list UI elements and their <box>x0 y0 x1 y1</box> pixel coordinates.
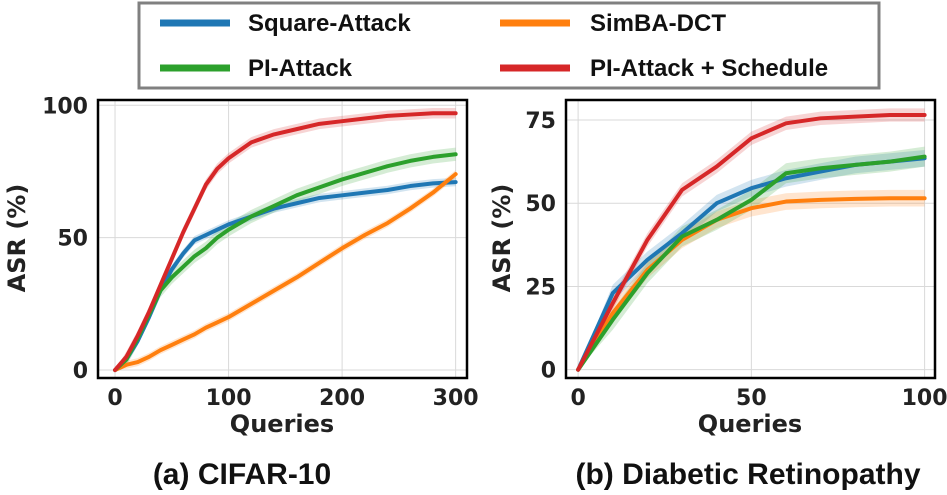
xlabel-a: Queries <box>230 410 334 438</box>
legend: Square-Attack SimBA-DCT PI-Attack PI-Att… <box>137 1 881 90</box>
xtick-label-b-0: 0 <box>570 386 585 411</box>
panel-diabetic-retinopathy: ASR (%) Queries (b) Diabetic Retinopathy… <box>488 98 947 491</box>
plot-area-a <box>113 107 458 373</box>
ytick-label-a-100: 100 <box>42 94 88 119</box>
grid-b <box>566 100 935 378</box>
axes-frame-a <box>96 98 469 380</box>
line-pi-attack-schedule-a <box>113 111 458 373</box>
xtick-label-a-0: 0 <box>107 386 122 411</box>
line-simba-dct-a <box>113 172 458 373</box>
xtick-label-a-100: 100 <box>206 386 252 411</box>
band-pi-attack-a <box>115 147 456 371</box>
axes-frame-b <box>564 98 937 380</box>
legend-frame <box>137 1 881 90</box>
ytick-label-b-50: 50 <box>525 192 556 217</box>
ytick-label-a-50: 50 <box>57 227 88 252</box>
ytick-label-b-0: 0 <box>541 359 556 384</box>
legend-label-square-attack: Square-Attack <box>248 10 411 37</box>
caption-b: (b) Diabetic Retinopathy <box>575 458 920 491</box>
xtick-label-a-200: 200 <box>319 386 365 411</box>
ytick-label-a-0: 0 <box>73 359 88 384</box>
line-simba-dct-b <box>576 196 927 372</box>
band-pi-attack-b <box>578 146 925 370</box>
line-pi-attack-b <box>576 154 927 372</box>
ytick-label-b-25: 25 <box>525 275 556 300</box>
ylabel-a: ASR (%) <box>3 184 31 293</box>
xtick-label-a-300: 300 <box>433 386 479 411</box>
legend-label-simba-dct: SimBA-DCT <box>590 10 726 37</box>
ytick-label-b-75: 75 <box>525 109 556 134</box>
line-pi-attack-schedule-b <box>576 112 927 372</box>
plot-area-b <box>576 108 927 372</box>
xlabel-b: Queries <box>698 410 802 438</box>
caption-a: (a) CIFAR-10 <box>153 458 331 491</box>
xtick-label-b-50: 50 <box>736 386 767 411</box>
panel-cifar10: ASR (%) Queries (a) CIFAR-10 0 100 200 300 0… <box>3 94 479 491</box>
ylabel-b: ASR (%) <box>488 184 516 293</box>
legend-label-pi-attack-schedule: PI-Attack + Schedule <box>590 55 828 82</box>
grid-a <box>98 100 467 378</box>
xtick-label-b-100: 100 <box>902 386 947 411</box>
legend-label-pi-attack: PI-Attack <box>248 55 353 82</box>
band-pi-attack-schedule-a <box>115 107 456 371</box>
